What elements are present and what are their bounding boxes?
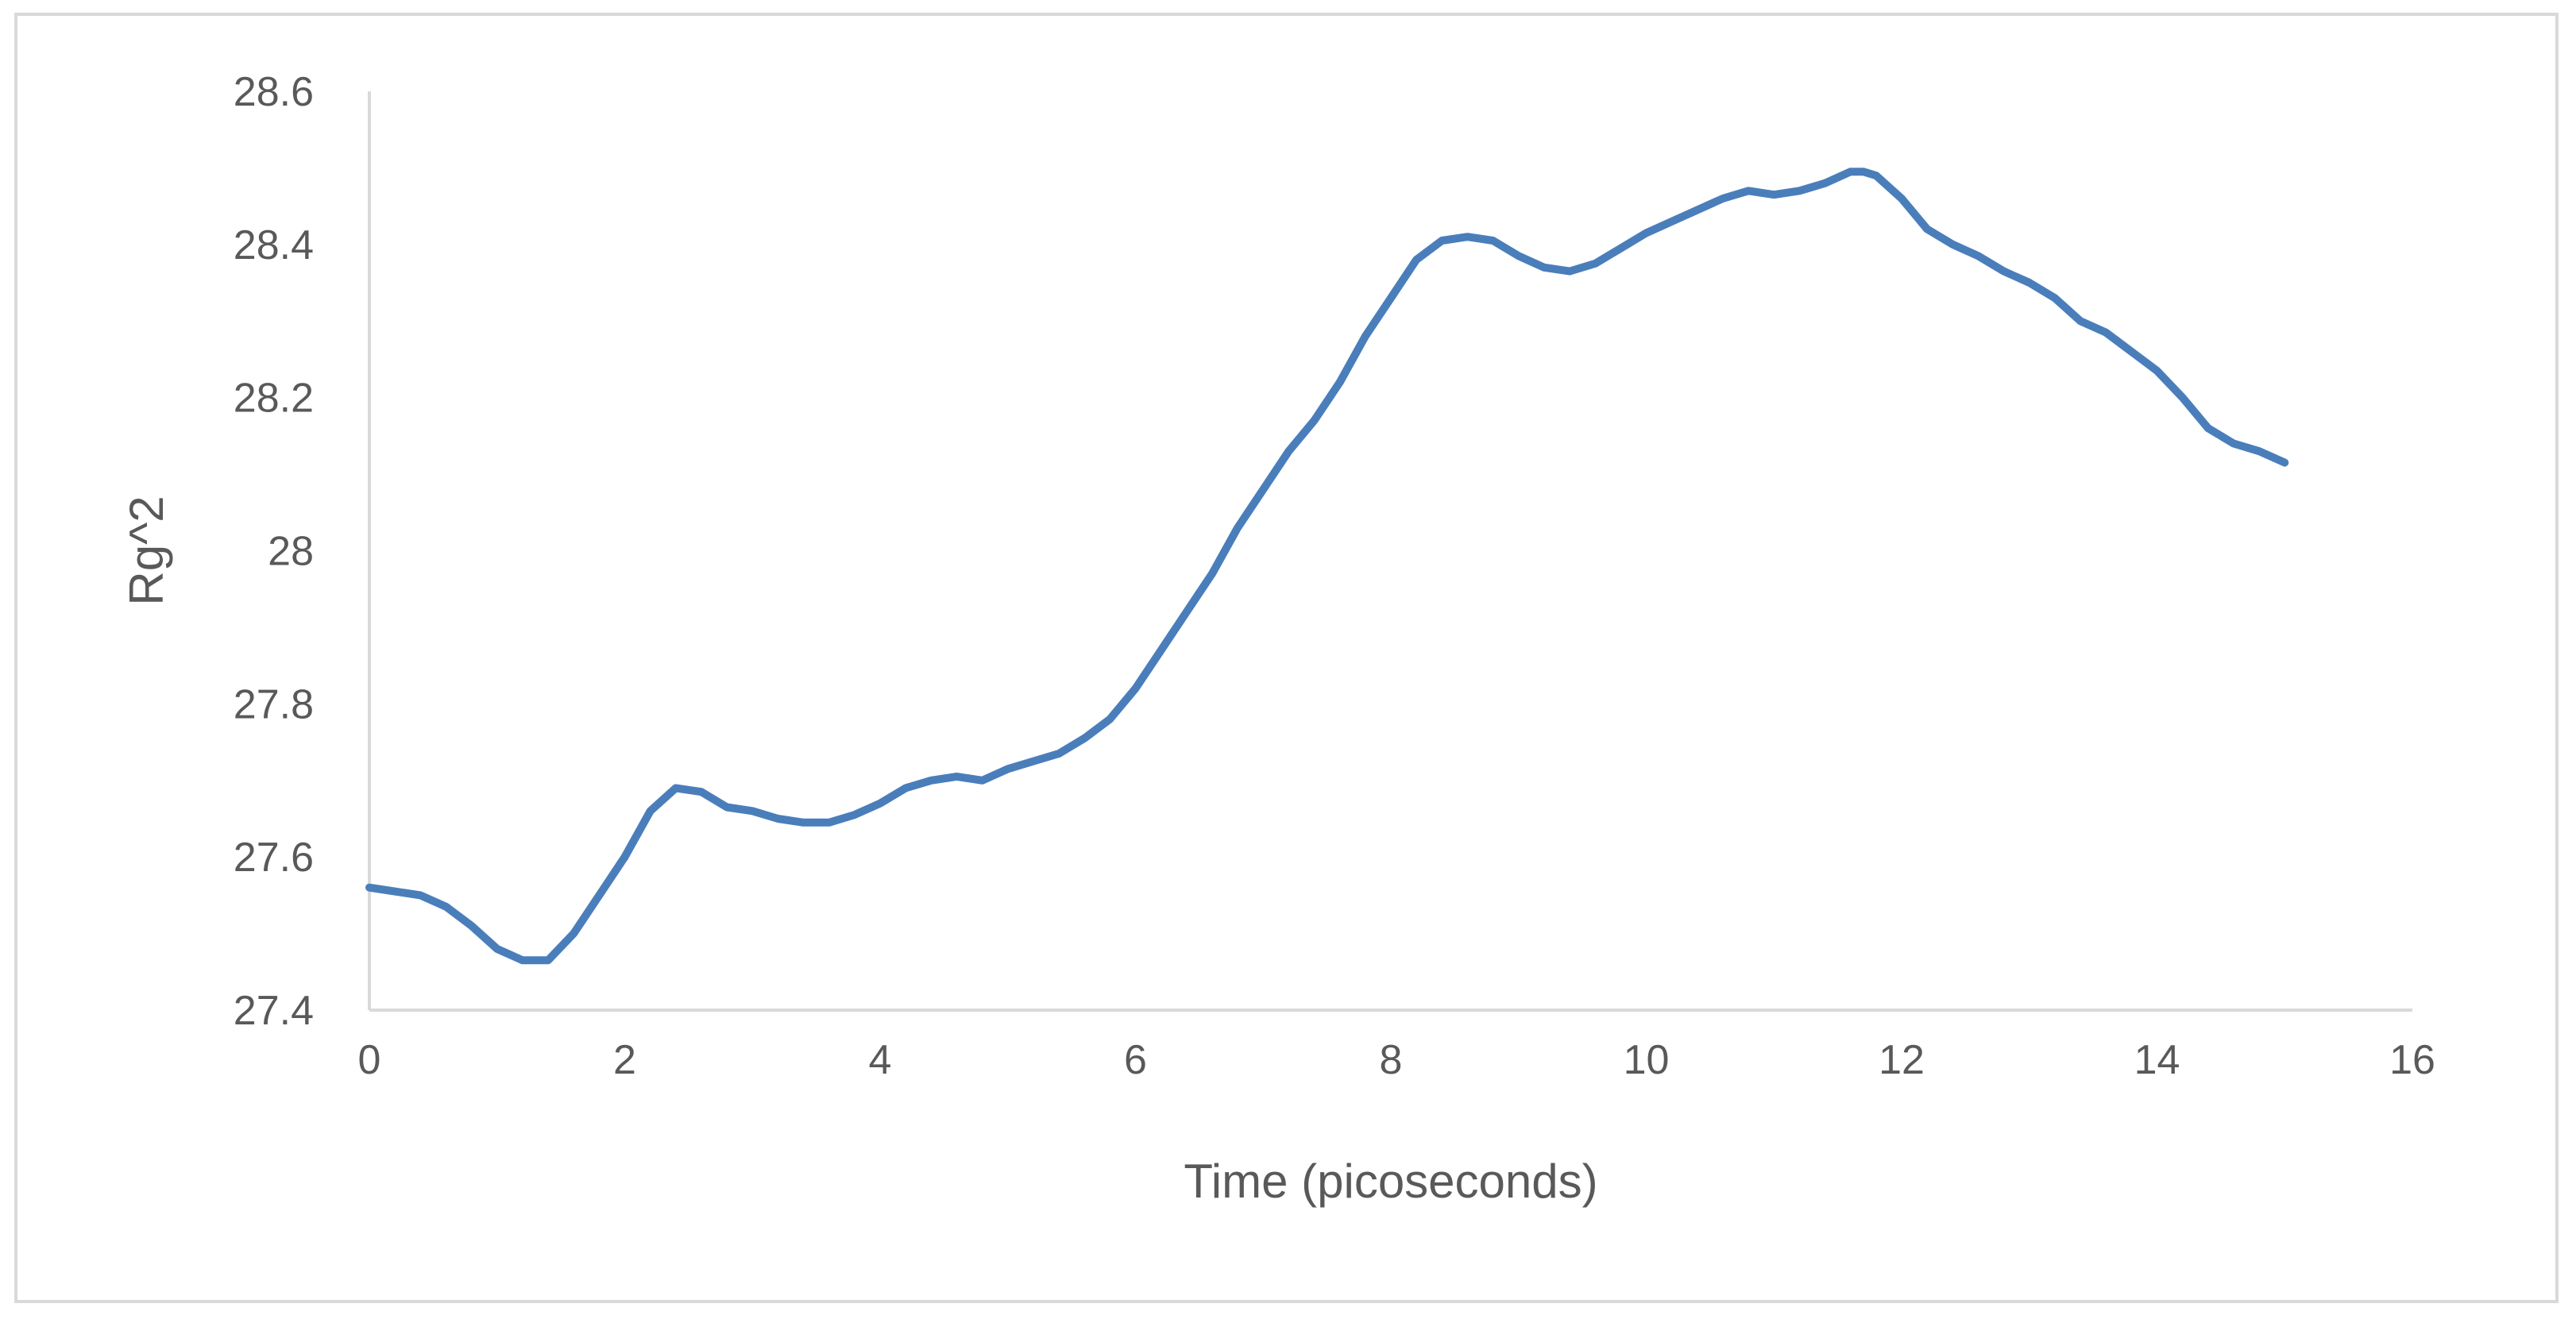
series-line-0 (365, 168, 2289, 965)
axes (368, 91, 2412, 1012)
x-tick-label: 14 (2134, 1037, 2180, 1083)
x-tick-label: 4 (869, 1037, 892, 1083)
y-tick-label: 28.2 (234, 376, 314, 422)
y-tick-label: 27.8 (234, 681, 314, 727)
x-axis-title: Time (picoseconds) (1184, 1155, 1597, 1208)
x-tick-label: 0 (358, 1037, 381, 1083)
y-tick-labels: 27.4 27.6 27.8 28 28.2 28.4 28.6 (234, 69, 314, 1034)
chart-frame (14, 13, 2559, 1303)
y-tick-label: 27.4 (234, 988, 314, 1034)
y-axis-title: Rg^2 (120, 496, 173, 605)
series-layer (365, 168, 2289, 965)
x-tick-label: 12 (1879, 1037, 1925, 1083)
x-tick-label: 8 (1380, 1037, 1403, 1083)
x-tick-label: 10 (1624, 1037, 1670, 1083)
x-tick-label: 16 (2389, 1037, 2435, 1083)
x-tick-label: 2 (613, 1037, 636, 1083)
x-tick-label: 6 (1124, 1037, 1147, 1083)
y-tick-label: 28.4 (234, 222, 314, 268)
y-tick-label: 28.6 (234, 69, 314, 115)
y-tick-label: 27.6 (234, 835, 314, 881)
x-tick-labels: 0 2 4 6 8 10 12 14 16 (358, 1037, 2435, 1083)
y-tick-label: 28 (268, 529, 314, 575)
